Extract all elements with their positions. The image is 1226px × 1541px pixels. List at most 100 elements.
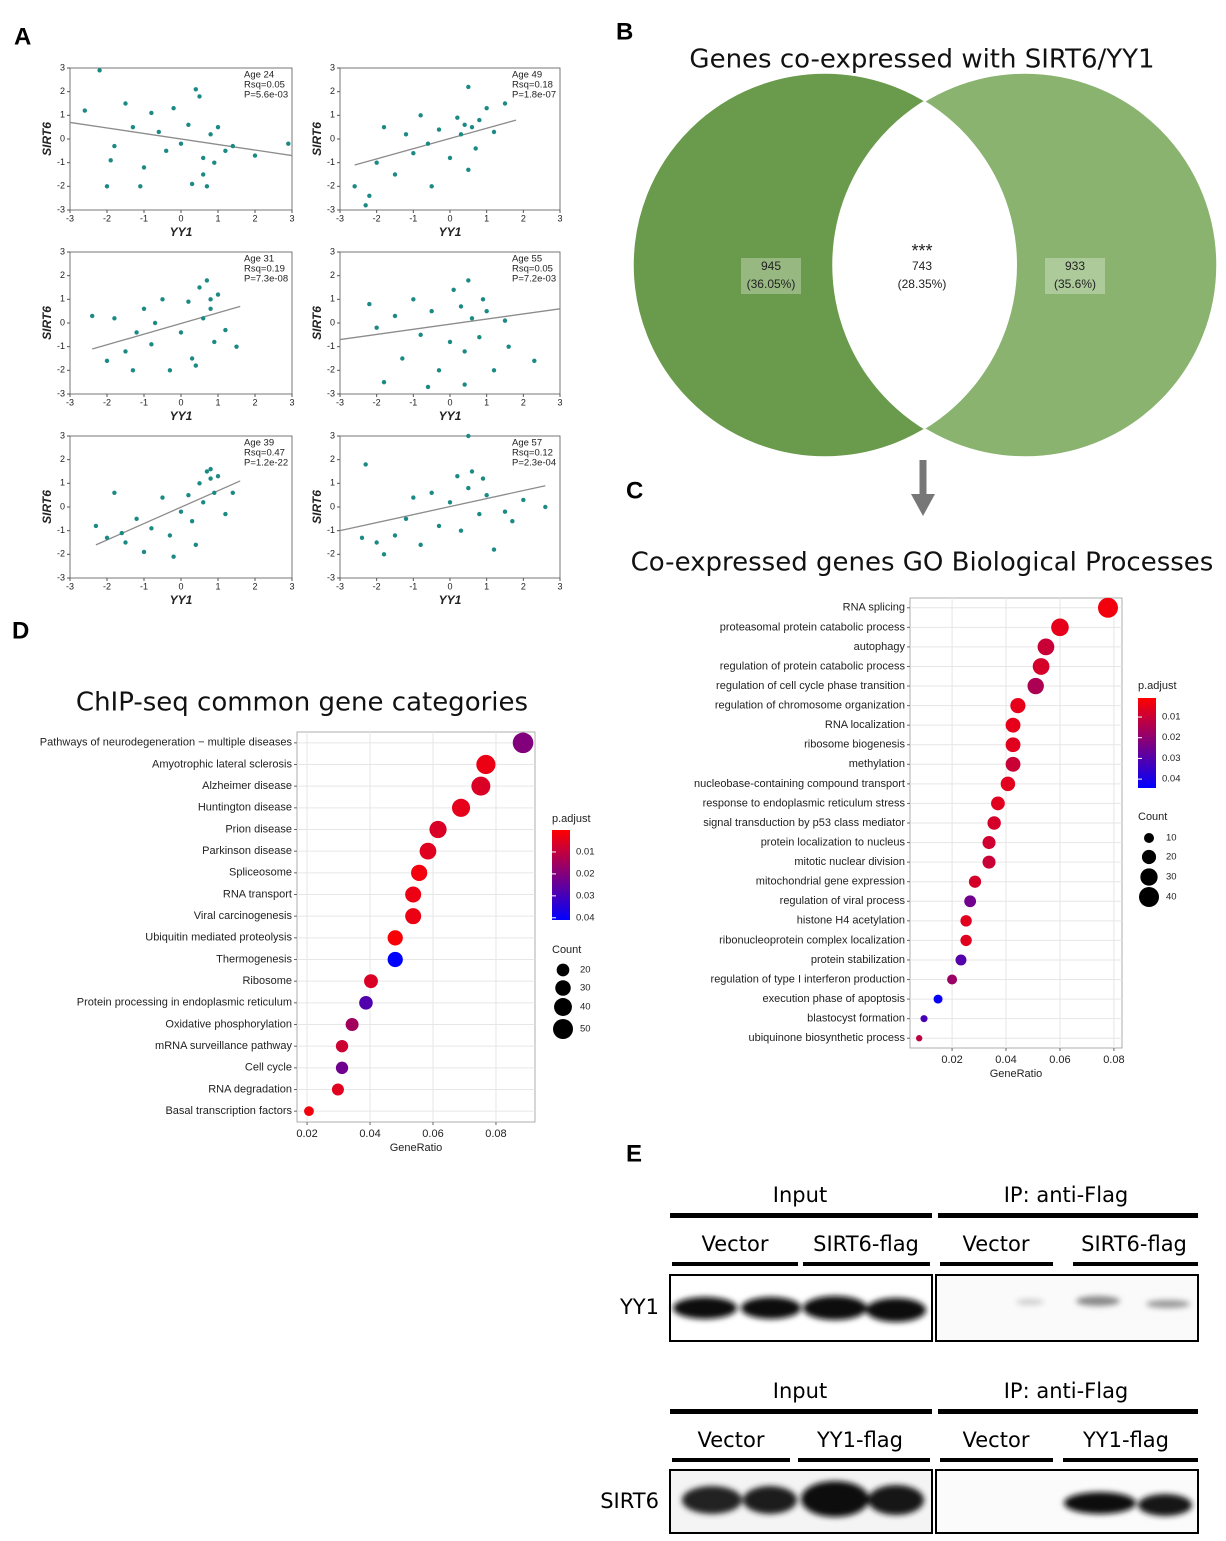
lane-label: Vector — [963, 1232, 1030, 1256]
category-label: Pathways of neurodegeneration − multiple… — [40, 737, 293, 749]
size-key-label: 20 — [1166, 852, 1177, 863]
point — [466, 278, 471, 283]
y-tick-label: 2 — [60, 86, 65, 96]
point — [189, 356, 195, 361]
point — [123, 101, 128, 106]
point — [193, 542, 198, 548]
y-tick-label: 3 — [60, 430, 65, 440]
chart-title: Genes co-expressed with SIRT6/YY1 — [689, 45, 1154, 75]
category-label: Oxidative phosphorylation — [165, 1018, 292, 1030]
point — [97, 68, 102, 73]
x-axis-label: YY1 — [439, 409, 462, 423]
point — [112, 143, 117, 149]
point — [201, 316, 206, 321]
point — [469, 124, 475, 130]
annotation: P=7.2e-03 — [512, 274, 556, 285]
point — [164, 148, 169, 154]
point — [204, 278, 210, 283]
dot — [405, 886, 422, 903]
x-tick-label: -3 — [66, 397, 74, 407]
chart-title: ChIP-seq common gene categories — [76, 688, 528, 718]
count-label: 743 — [912, 259, 932, 273]
x-axis-label: YY1 — [170, 593, 193, 607]
y-tick-label: -2 — [327, 181, 335, 191]
category-label: protein localization to nucleus — [761, 836, 906, 848]
point — [429, 184, 434, 189]
point — [130, 124, 136, 130]
category-label: Thermogenesis — [216, 953, 292, 965]
dot — [387, 951, 403, 968]
point — [502, 509, 508, 514]
size-key-label: 40 — [1166, 892, 1177, 903]
panel-label: A — [14, 23, 31, 50]
x-tick-label: -2 — [103, 213, 111, 223]
y-tick-label: -2 — [327, 365, 335, 375]
color-tick-label: 0.03 — [576, 890, 595, 901]
point — [252, 153, 258, 158]
annotation: P=7.3e-08 — [244, 274, 288, 285]
x-tick-label: 0.02 — [296, 1128, 317, 1140]
annotation: Rsq=0.47 — [244, 448, 285, 459]
point — [189, 181, 195, 187]
x-tick-label: 2 — [521, 581, 526, 591]
point — [400, 356, 405, 361]
dot — [968, 875, 982, 888]
x-tick-label: 3 — [289, 213, 294, 223]
annotation: Age 31 — [244, 254, 274, 265]
point — [189, 519, 195, 524]
label-box — [741, 258, 801, 294]
size-key — [553, 1019, 573, 1039]
point — [392, 533, 398, 538]
dot — [987, 816, 1001, 830]
point — [134, 330, 139, 335]
y-axis-label: SIRT6 — [310, 122, 324, 156]
blot-header: IP: anti-Flag — [1004, 1183, 1129, 1207]
dot — [471, 776, 491, 796]
y-tick-label: -2 — [57, 549, 65, 559]
x-axis-label: YY1 — [439, 593, 462, 607]
point — [223, 327, 228, 333]
dot — [331, 1083, 344, 1096]
point — [502, 101, 508, 106]
category-label: Prion disease — [225, 823, 292, 835]
x-tick-label: -1 — [409, 397, 417, 407]
point — [473, 146, 478, 151]
point — [506, 344, 511, 349]
point — [469, 469, 475, 474]
y-axis-label: SIRT6 — [310, 306, 324, 340]
lane-label: YY1-flag — [816, 1428, 903, 1452]
category-label: methylation — [849, 758, 905, 770]
point — [477, 117, 482, 123]
blot-header: Input — [773, 1183, 827, 1207]
y-tick-label: -3 — [327, 204, 335, 214]
annotation: Age 57 — [512, 438, 542, 449]
point — [455, 115, 460, 120]
y-tick-label: 0 — [60, 133, 65, 143]
y-tick-label: 1 — [330, 110, 335, 120]
point — [532, 358, 537, 364]
percent-label: (36.05%) — [747, 277, 796, 291]
label-box — [1045, 258, 1105, 294]
point — [374, 160, 379, 165]
x-tick-label: 2 — [252, 213, 257, 223]
arrow-head — [911, 494, 935, 516]
y-tick-label: -1 — [327, 341, 335, 351]
x-tick-label: 2 — [521, 397, 526, 407]
dot — [451, 798, 471, 817]
y-tick-label: -1 — [57, 525, 65, 535]
point — [234, 344, 239, 349]
y-tick-label: 1 — [60, 294, 65, 304]
category-label: execution phase of apoptosis — [763, 993, 906, 1005]
point — [403, 132, 409, 137]
point — [197, 94, 202, 99]
y-tick-label: -2 — [57, 365, 65, 375]
y-tick-label: 3 — [330, 62, 335, 72]
point — [480, 476, 486, 481]
y-tick-label: 2 — [330, 454, 335, 464]
x-tick-label: 0.04 — [359, 1128, 380, 1140]
point — [418, 113, 423, 118]
category-label: regulation of chromosome organization — [715, 700, 905, 712]
panel-label: C — [626, 477, 643, 504]
x-tick-label: -3 — [336, 397, 344, 407]
point — [112, 490, 117, 495]
